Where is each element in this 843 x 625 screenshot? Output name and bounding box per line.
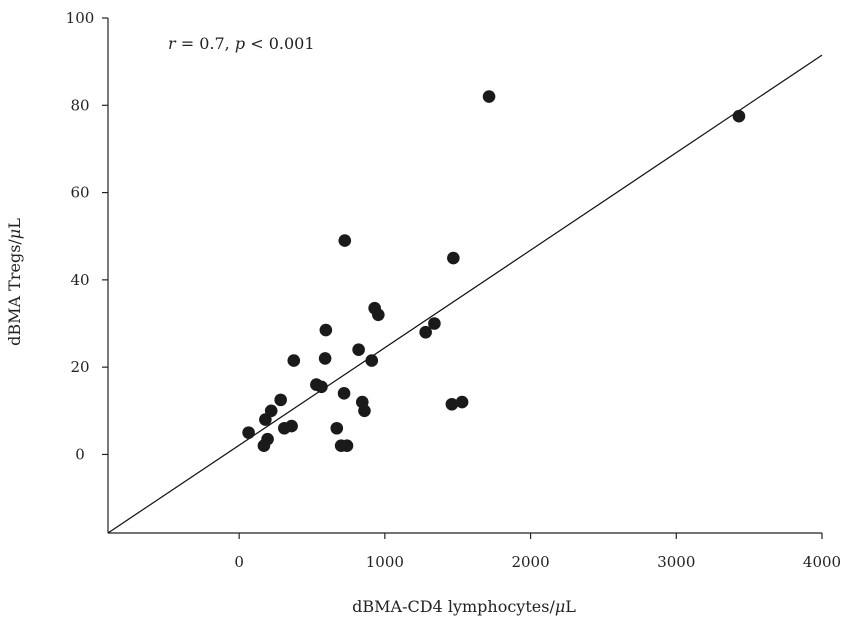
x-axis-title: dBMA-CD4 lymphocytes/μL (352, 597, 576, 616)
data-point (274, 393, 287, 407)
data-point (447, 251, 460, 265)
y-tick-label: 80 (70, 96, 89, 114)
data-point (318, 352, 332, 365)
x-tick-label: 4000 (803, 553, 841, 571)
data-point (455, 395, 469, 409)
data-point (482, 90, 496, 103)
data-point (372, 308, 385, 322)
data-point (358, 404, 371, 418)
x-ticks: 0 1000 2000 3000 4000 (234, 533, 841, 571)
y-tick-label: 100 (66, 9, 95, 27)
x-tick-label: 2000 (511, 553, 549, 571)
y-tick-label: 40 (70, 271, 89, 289)
y-axis-title: dBMA Tregs/μL (5, 218, 24, 346)
x-tick-label: 1000 (366, 553, 404, 571)
data-point (330, 421, 344, 435)
data-point (428, 317, 441, 330)
data-point (337, 387, 351, 400)
y-tick-label: 0 (75, 445, 85, 463)
data-point (338, 234, 352, 247)
y-ticks: 0 20 40 60 80 100 (66, 9, 108, 463)
regression-line (107, 54, 823, 534)
data-point (340, 439, 354, 453)
data-point (319, 323, 333, 337)
y-tick-label: 20 (70, 358, 89, 376)
data-point (261, 432, 274, 446)
data-point (445, 397, 459, 411)
data-point (419, 325, 432, 339)
x-tick-label: 0 (234, 553, 244, 571)
data-point (285, 419, 298, 433)
data-point (732, 109, 746, 123)
axes (107, 18, 822, 534)
data-point (365, 354, 379, 367)
correlation-annotation: r = 0.7, p < 0.001 (168, 34, 315, 53)
y-tick-label: 60 (70, 184, 89, 202)
data-points (242, 90, 746, 453)
data-point (352, 343, 365, 356)
data-point (315, 380, 328, 394)
data-point (287, 354, 301, 367)
data-point (264, 404, 278, 418)
data-point (242, 426, 255, 439)
x-tick-label: 3000 (657, 553, 695, 571)
